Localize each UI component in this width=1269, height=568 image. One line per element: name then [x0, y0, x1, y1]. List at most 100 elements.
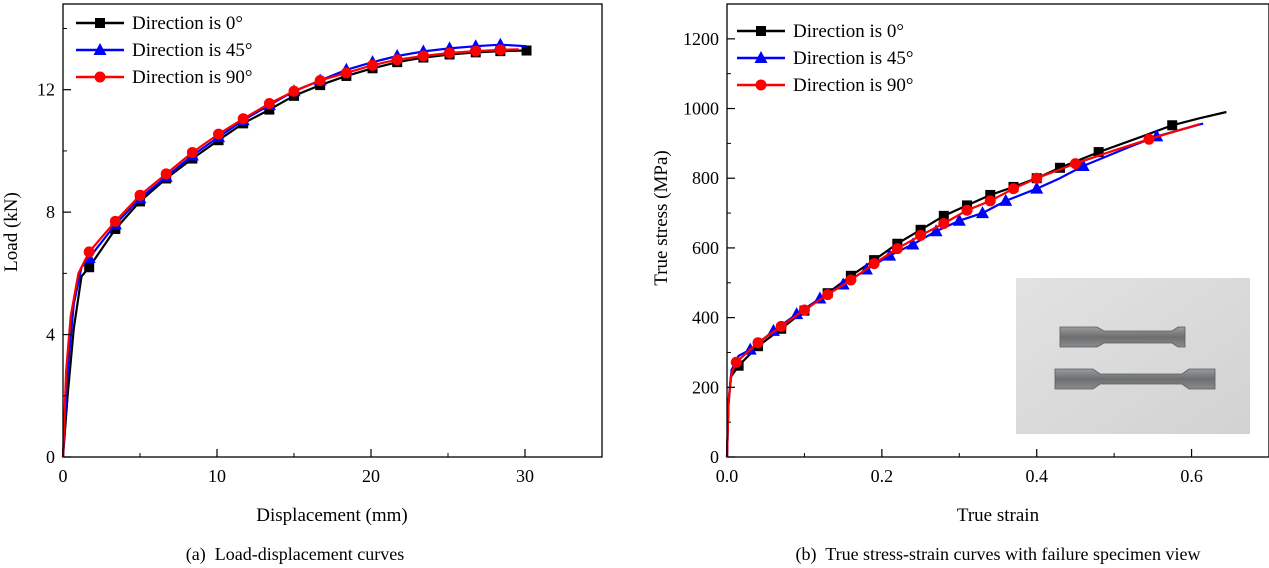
panel-a-caption: (a) Load-displacement curves [186, 544, 404, 565]
panel-b-axis-ticks: 0.0 0.2 0.4 0.6 0 200 400 600 800 1000 1200 [683, 29, 1203, 486]
panel-b-data-point-square [985, 189, 996, 200]
panel-b-data-point-circle [961, 204, 973, 216]
panel-b-data-point-circle [915, 229, 927, 241]
specimen-lower [1054, 368, 1216, 390]
panel-a-y-tick-label: 0 [46, 447, 55, 467]
panel-a-series-group [61, 37, 532, 458]
panel-b-x-tick-label: 0.2 [871, 466, 894, 486]
panel-b-x-tick-label: 0.6 [1180, 466, 1203, 486]
panel-b-legend-label: Direction is 0° [793, 21, 904, 42]
panel-b-x-tick-label: 0.4 [1025, 466, 1048, 486]
panel-b-true-stress-strain-chart: 0.0 0.2 0.4 0.6 0 200 400 600 800 1000 1200 Direct… [651, 3, 1269, 565]
panel-a-data-point-circle [444, 47, 456, 59]
panel-b-data-point-triangle [790, 307, 804, 320]
panel-a-legend-marker-circle [94, 71, 106, 83]
panel-a-data-point-circle [186, 146, 198, 158]
panel-b-data-point-triangle [906, 237, 920, 250]
panel-a-data-point-circle [470, 45, 482, 57]
panel-b-data-point-circle [798, 304, 810, 316]
panel-b-data-point-circle [1069, 158, 1081, 170]
panel-a-y-tick-label: 8 [46, 202, 55, 222]
panel-b-y-tick-label: 0 [710, 447, 719, 467]
panel-b-series-group [725, 110, 1227, 458]
panel-a-data-point-circle [314, 75, 326, 87]
panel-a-legend-marker-square [95, 18, 105, 28]
panel-a-x-tick-label: 30 [516, 466, 534, 486]
panel-a-data-point-square [84, 262, 95, 273]
panel-a-data-point-circle [263, 97, 275, 109]
panel-a-data-point-circle [160, 168, 172, 180]
panel-b-data-point-circle [891, 243, 903, 255]
panel-b-data-point-triangle [929, 224, 943, 237]
panel-b-data-point-circle [1143, 133, 1155, 145]
panel-b-data-point-triangle [1030, 181, 1044, 194]
panel-b-y-tick-label: 200 [692, 377, 719, 397]
panel-b-y-tick-label: 1200 [683, 29, 719, 49]
panel-b-data-point-square [1093, 147, 1104, 158]
panel-a-x-tick-label: 20 [362, 466, 380, 486]
panel-b-data-point-circle [938, 218, 950, 230]
panel-b-data-point-triangle [976, 206, 990, 219]
panel-b-y-axis-label: True stress (MPa) [651, 150, 672, 285]
panel-a-data-point-circle [367, 59, 379, 71]
panel-b-legend-label: Direction is 45° [793, 48, 914, 69]
panel-a-legend-label: Direction is 90° [132, 67, 253, 88]
panel-b-data-point-circle [730, 356, 742, 368]
panel-b-data-point-circle [822, 289, 834, 301]
panel-b-data-point-triangle [999, 193, 1013, 206]
panel-a-data-point-square [521, 45, 532, 56]
panel-a-data-point-circle [417, 50, 429, 62]
panel-a-y-tick-label: 12 [37, 80, 55, 100]
panel-a-series-line-triangle [61, 43, 527, 458]
panel-a-data-point-circle [83, 246, 95, 258]
panel-b-legend: Direction is 0° Direction is 45° Direction… [737, 21, 914, 96]
panel-b-data-point-triangle [813, 291, 827, 304]
panel-b-legend-marker-triangle [754, 51, 768, 63]
panel-b-data-point-triangle [1076, 159, 1090, 172]
panel-b-data-point-circle [984, 195, 996, 207]
panel-b-x-tick-label: 0.0 [716, 466, 739, 486]
panel-a-data-point-circle [391, 54, 403, 66]
panel-b-data-point-triangle [952, 213, 966, 226]
panel-b-legend-marker-circle [755, 79, 767, 91]
panel-a-series-line-circle [61, 48, 519, 458]
panel-b-data-point-square [938, 210, 949, 221]
panel-a-y-axis-label: Load (kN) [1, 192, 22, 272]
specimen-upper [1059, 326, 1186, 348]
panel-a-data-point-circle [340, 67, 352, 79]
panel-a-series-line-square [61, 49, 527, 458]
panel-b-data-point-square [915, 224, 926, 235]
panel-b-data-point-circle [775, 320, 787, 332]
panel-a-x-tick-label: 10 [208, 466, 226, 486]
panel-b-y-tick-label: 800 [692, 168, 719, 188]
panel-b-data-point-circle [868, 258, 880, 270]
panel-a-data-point-circle [134, 189, 146, 201]
panel-a-data-point-circle [494, 44, 506, 56]
panel-a-plot-frame [62, 3, 603, 458]
panel-b-y-tick-label: 400 [692, 308, 719, 328]
panel-b-x-axis-label: True strain [957, 505, 1040, 526]
panel-a-data-point-circle [288, 85, 300, 97]
panel-a-x-tick-label: 0 [59, 466, 68, 486]
panel-b-data-point-square [1054, 162, 1065, 173]
panel-b-data-point-circle [1031, 172, 1043, 184]
panel-a-legend-label: Direction is 45° [132, 40, 253, 61]
panel-b-y-tick-label: 1000 [683, 99, 719, 119]
panel-a-legend: Direction is 0° Direction is 45° Direction… [76, 13, 253, 88]
panel-b-caption: (b) True stress-strain curves with failu… [796, 544, 1201, 565]
panel-a-x-axis-label: Displacement (mm) [256, 505, 407, 526]
panel-a-legend-label: Direction is 0° [132, 13, 243, 34]
panel-a-y-tick-label: 4 [46, 325, 55, 345]
panel-b-data-point-circle [752, 337, 764, 349]
panel-a-axis-ticks: 0 10 20 30 0 4 8 12 [37, 27, 534, 486]
panel-b-y-tick-label: 600 [692, 238, 719, 258]
panel-a-data-point-circle [213, 128, 225, 140]
panel-a-legend-marker-triangle [93, 43, 107, 55]
failed-specimen-inset-photo [1016, 278, 1250, 434]
panel-b-data-point-square [1167, 120, 1178, 131]
panel-b-legend-marker-square [756, 26, 766, 36]
panel-b-data-point-circle [845, 274, 857, 286]
panel-b-legend-label: Direction is 90° [793, 75, 914, 96]
